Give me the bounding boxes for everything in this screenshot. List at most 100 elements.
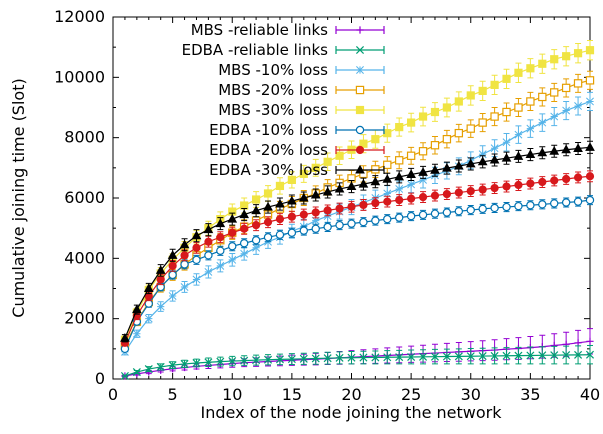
legend: MBS -reliable links EDBA -reliable links M… xyxy=(182,21,385,179)
series-1 xyxy=(120,345,595,381)
data-point xyxy=(251,205,261,215)
data-point xyxy=(383,197,392,206)
data-point xyxy=(359,353,368,362)
legend-entry: EDBA -10% loss xyxy=(209,121,385,139)
x-tick-label: 40 xyxy=(580,385,600,404)
legend-swatch-marker xyxy=(356,26,364,34)
series-0 xyxy=(121,328,594,380)
data-point xyxy=(155,265,166,274)
data-point xyxy=(573,49,583,58)
data-point xyxy=(573,173,583,182)
data-point xyxy=(335,151,344,160)
data-point xyxy=(466,186,475,196)
data-point xyxy=(311,208,320,217)
data-point xyxy=(240,224,249,233)
data-point xyxy=(526,64,535,73)
data-point xyxy=(550,176,559,185)
data-point xyxy=(502,351,511,360)
data-point xyxy=(252,221,261,230)
data-point xyxy=(574,102,583,110)
data-point xyxy=(371,216,380,225)
data-point xyxy=(204,358,213,367)
data-point xyxy=(239,209,250,219)
data-point xyxy=(227,213,238,223)
data-point xyxy=(490,144,499,153)
data-point xyxy=(573,143,583,153)
x-tick-label: 10 xyxy=(222,385,242,404)
data-point xyxy=(466,91,475,100)
data-point xyxy=(573,79,583,88)
data-point xyxy=(586,97,594,106)
data-point xyxy=(466,352,475,361)
data-point xyxy=(526,201,535,210)
data-point xyxy=(167,250,178,259)
data-point xyxy=(502,182,511,191)
data-point xyxy=(550,55,559,64)
data-point xyxy=(275,181,285,191)
data-point xyxy=(287,195,297,205)
axes: 0 5 10 15 20 25 30 35 40 0 2000 4000 6000 8000 10000 12… xyxy=(54,7,600,404)
legend-entry: MBS -20% loss xyxy=(218,81,385,99)
data-point xyxy=(502,202,511,212)
data-point xyxy=(299,226,308,235)
data-point xyxy=(335,220,344,230)
legend-swatch-marker xyxy=(355,125,365,135)
data-point xyxy=(430,107,440,117)
legend-label: EDBA -reliable links xyxy=(182,41,329,59)
data-point xyxy=(478,185,487,194)
data-point xyxy=(322,186,333,196)
y-axis-title: Cumulative joining time (Slot) xyxy=(9,78,28,317)
data-point xyxy=(514,130,523,139)
data-point xyxy=(430,352,439,361)
data-point xyxy=(406,211,416,221)
data-point xyxy=(168,270,177,280)
series-layer xyxy=(120,40,595,381)
data-point xyxy=(395,156,404,165)
legend-label: EDBA -10% loss xyxy=(209,121,328,139)
legend-entry: EDBA -20% loss xyxy=(209,141,385,159)
data-point xyxy=(144,365,153,374)
data-point xyxy=(180,359,189,368)
data-point xyxy=(465,158,476,168)
data-point xyxy=(561,83,571,93)
data-point xyxy=(453,160,464,170)
data-point xyxy=(382,174,393,183)
data-point xyxy=(525,149,536,159)
data-point xyxy=(538,351,547,360)
data-point xyxy=(359,217,368,227)
data-point xyxy=(538,177,547,187)
data-point xyxy=(204,237,213,246)
data-point xyxy=(298,192,309,202)
data-point xyxy=(585,195,595,205)
data-point xyxy=(299,354,308,363)
data-point xyxy=(514,103,523,112)
data-point xyxy=(359,139,368,148)
data-point xyxy=(418,167,428,176)
data-point xyxy=(371,199,380,208)
x-tick-label: 25 xyxy=(401,385,421,404)
data-point xyxy=(311,354,320,363)
data-point xyxy=(251,236,261,245)
data-point xyxy=(287,355,296,364)
data-point xyxy=(311,163,320,172)
data-point xyxy=(478,352,487,361)
data-point xyxy=(418,192,428,202)
data-point xyxy=(383,160,392,170)
data-point xyxy=(585,172,595,181)
data-point xyxy=(586,337,594,345)
series-line xyxy=(124,354,591,377)
data-point xyxy=(466,124,475,133)
data-point xyxy=(275,215,285,224)
data-point xyxy=(204,251,213,260)
data-point xyxy=(371,165,380,174)
data-point xyxy=(550,88,559,97)
data-point xyxy=(573,197,583,206)
data-point xyxy=(418,147,428,156)
data-point xyxy=(407,180,416,189)
data-point xyxy=(585,46,595,55)
data-point xyxy=(287,228,297,237)
data-point xyxy=(192,255,201,265)
data-point xyxy=(538,92,547,102)
y-tick-label: 4000 xyxy=(64,248,105,267)
data-point xyxy=(407,352,416,362)
